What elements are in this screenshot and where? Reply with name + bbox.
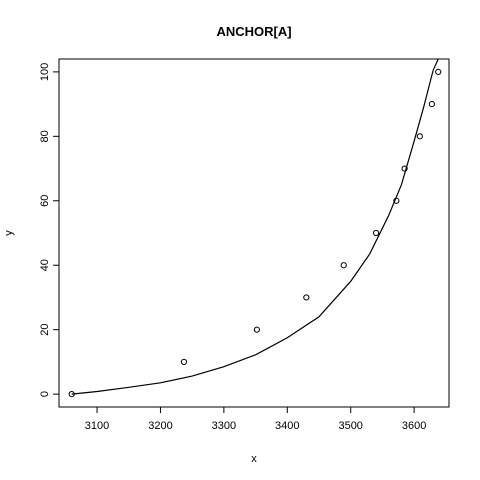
fitted-curve-line	[71, 58, 439, 395]
y-axis: 0 20 40 60 80 100	[39, 63, 59, 397]
y-tick-label: 80	[39, 130, 51, 142]
y-axis-label: y	[3, 230, 15, 236]
chart-title: ANCHOR[A]	[216, 24, 291, 39]
data-point	[68, 391, 75, 398]
data-point	[416, 133, 423, 140]
x-tick-label: 3500	[338, 420, 362, 432]
plot-frame	[58, 58, 450, 408]
y-tick-label: 20	[39, 324, 51, 336]
y-tick-label: 100	[39, 63, 51, 81]
y-tick-label: 0	[39, 391, 51, 397]
y-tick-label: 60	[39, 195, 51, 207]
x-tick-label: 3200	[148, 420, 172, 432]
data-points-layer	[68, 68, 442, 398]
x-tick-label: 3300	[212, 420, 236, 432]
data-point	[401, 165, 408, 172]
x-tick-label: 3100	[85, 420, 109, 432]
data-point	[393, 197, 400, 204]
fitted-curve-layer	[71, 58, 439, 395]
x-axis-label: x	[251, 453, 257, 465]
data-point	[372, 229, 380, 237]
data-point	[253, 326, 260, 333]
x-tick-label: 3600	[402, 420, 426, 432]
data-point	[340, 262, 347, 269]
data-point	[303, 294, 310, 301]
y-tick-label: 40	[39, 259, 51, 271]
x-tick-label: 3400	[275, 420, 299, 432]
data-point	[428, 101, 435, 108]
data-point	[435, 68, 442, 75]
x-axis: 3100 3200 3300 3400 3500 3600	[85, 407, 426, 432]
data-point	[180, 358, 188, 365]
